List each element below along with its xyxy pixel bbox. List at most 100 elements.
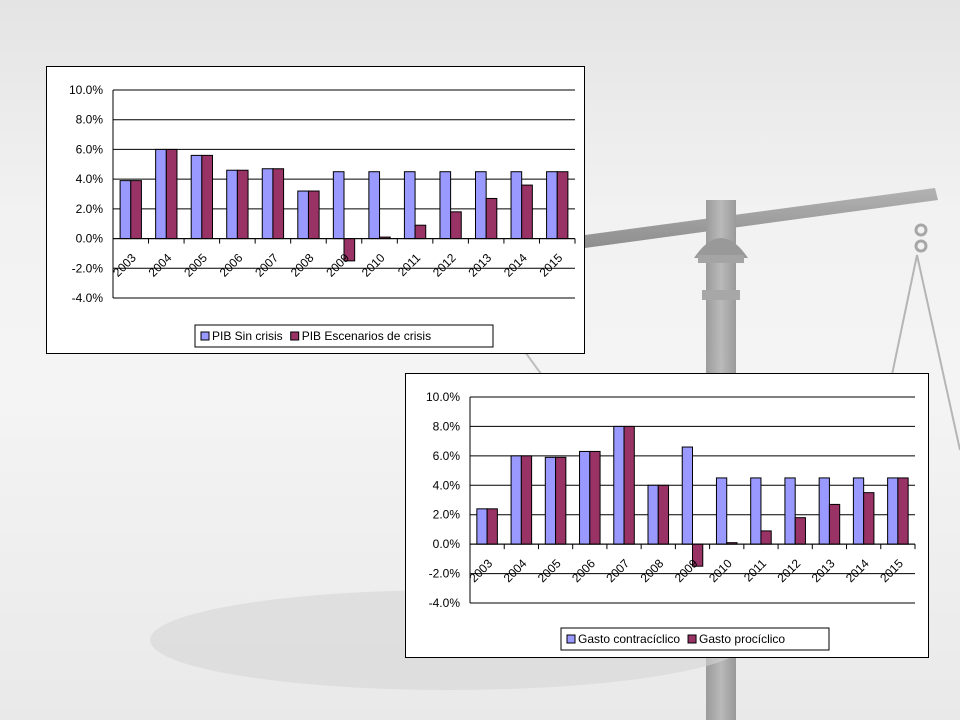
bar-series1-2015 bbox=[887, 477, 899, 545]
bar-series1-2010 bbox=[368, 171, 381, 240]
bar-series1-2008 bbox=[647, 484, 659, 545]
x-tick-label: 2011 bbox=[741, 556, 769, 584]
bar-series2-2011 bbox=[760, 530, 772, 545]
bar-series1-2005 bbox=[190, 154, 203, 240]
x-tick-label: 2003 bbox=[110, 251, 139, 280]
y-tick-label: 0.0% bbox=[433, 537, 461, 551]
x-tick-label: 2003 bbox=[466, 556, 495, 585]
y-tick-label: 4.0% bbox=[433, 478, 461, 492]
x-tick-label: 2005 bbox=[535, 556, 564, 585]
bar-series1-2006 bbox=[226, 169, 238, 240]
y-tick-label: -4.0% bbox=[72, 291, 104, 305]
bar-series2-2008 bbox=[657, 484, 670, 545]
x-tick-label: 2007 bbox=[252, 251, 281, 280]
bar-series1-2003 bbox=[476, 508, 488, 545]
bar-series1-2014 bbox=[852, 477, 865, 545]
bar-series2-2014 bbox=[863, 492, 875, 545]
bar-series1-2013 bbox=[818, 477, 830, 545]
x-tick-label: 2014 bbox=[843, 556, 872, 585]
x-tick-label: 2006 bbox=[569, 556, 598, 585]
bar-series1-2009 bbox=[332, 171, 345, 240]
bar-series1-2007 bbox=[261, 168, 274, 240]
legend-label: Gasto procíclico bbox=[699, 632, 785, 646]
bar-series2-2005 bbox=[555, 456, 567, 545]
bar-series1-2010 bbox=[715, 477, 728, 545]
bar-series1-2013 bbox=[474, 171, 487, 240]
legend-label: Gasto contracíclico bbox=[578, 632, 680, 646]
bar-series2-2012 bbox=[794, 517, 806, 545]
bar-series2-2005 bbox=[201, 154, 214, 240]
y-tick-label: 10.0% bbox=[426, 390, 460, 404]
x-tick-label: 2007 bbox=[603, 556, 632, 585]
legend-swatch bbox=[290, 331, 300, 341]
y-tick-label: -4.0% bbox=[429, 596, 461, 610]
x-tick-label: 2013 bbox=[809, 556, 838, 585]
legend-swatch bbox=[200, 331, 210, 341]
x-tick-label: 2012 bbox=[775, 556, 804, 585]
bar-series2-2015 bbox=[897, 477, 909, 545]
chart-gasto-svg: 10.0%8.0%6.0%4.0%2.0%0.0%-2.0%-4.0%2003 2… bbox=[426, 390, 916, 651]
y-tick-label: 4.0% bbox=[76, 172, 104, 186]
x-tick-label: 2014 bbox=[501, 251, 530, 280]
bar-series2-2007 bbox=[272, 168, 285, 240]
y-tick-label: -2.0% bbox=[72, 261, 104, 275]
y-tick-label: 8.0% bbox=[433, 419, 461, 433]
chart-pib-svg: 10.0%8.0%6.0%4.0%2.0%0.0%-2.0%-4.0%2003 2… bbox=[69, 83, 576, 348]
x-tick-label: 2010 bbox=[706, 556, 735, 585]
bar-series2-2013 bbox=[485, 197, 498, 240]
bar-series1-2004 bbox=[155, 148, 167, 240]
x-tick-label: 2012 bbox=[430, 251, 459, 280]
y-tick-label: 10.0% bbox=[69, 83, 103, 97]
bar-series1-2012 bbox=[439, 171, 452, 240]
bar-series2-2015 bbox=[556, 171, 569, 240]
bar-series1-2015 bbox=[546, 171, 558, 240]
bar-series2-2003 bbox=[130, 180, 142, 240]
bar-series2-2006 bbox=[589, 450, 601, 545]
bar-series2-2014 bbox=[521, 184, 533, 240]
bar-series1-2004 bbox=[510, 455, 522, 545]
y-tick-label: 2.0% bbox=[433, 508, 461, 522]
x-tick-label: 2006 bbox=[217, 251, 246, 280]
x-tick-label: 2008 bbox=[638, 556, 667, 585]
x-tick-label: 2010 bbox=[359, 251, 388, 280]
bar-series2-2004 bbox=[165, 148, 178, 240]
legend-box bbox=[194, 324, 494, 348]
bar-series1-2014 bbox=[510, 171, 523, 240]
x-tick-label: 2015 bbox=[537, 251, 566, 280]
bar-series1-2006 bbox=[579, 450, 591, 545]
x-tick-label: 2004 bbox=[501, 556, 530, 585]
bar-series2-2012 bbox=[450, 211, 462, 240]
x-tick-label: 2004 bbox=[146, 251, 175, 280]
y-tick-label: 2.0% bbox=[76, 202, 104, 216]
x-tick-label: 2015 bbox=[877, 556, 906, 585]
x-tick-label: 2005 bbox=[181, 251, 210, 280]
bar-series1-2008 bbox=[297, 190, 309, 240]
bar-series2-2007 bbox=[623, 425, 635, 545]
bar-series1-2011 bbox=[750, 477, 762, 545]
legend-label: PIB Escenarios de crisis bbox=[302, 329, 431, 343]
bar-series2-2013 bbox=[828, 503, 841, 545]
legend-swatch bbox=[566, 634, 576, 644]
bar-series1-2012 bbox=[784, 477, 796, 545]
y-tick-label: 6.0% bbox=[76, 142, 104, 156]
y-tick-label: -2.0% bbox=[429, 567, 461, 581]
y-tick-label: 0.0% bbox=[76, 232, 104, 246]
bar-series2-2004 bbox=[520, 455, 533, 545]
bar-series1-2007 bbox=[613, 425, 625, 545]
bar-series2-2006 bbox=[236, 169, 249, 240]
bar-series1-2005 bbox=[544, 456, 557, 545]
bar-series1-2003 bbox=[119, 180, 132, 240]
bar-series2-2003 bbox=[486, 508, 498, 545]
bar-series1-2011 bbox=[403, 171, 416, 240]
bar-series2-2011 bbox=[414, 224, 427, 240]
chart-gasto: 10.0% 8.0% 6.0% 4.0% 2.0% 0.0% -2.0% -4.0% 2003 2… bbox=[405, 373, 929, 658]
x-tick-label: 2013 bbox=[465, 251, 494, 280]
chart-pib: 10.0% 8.0% 6.0% 4.0% 2.0% 0.0% -2.0% -4.0% 2003 2… bbox=[46, 66, 585, 354]
legend-label: PIB Sin crisis bbox=[212, 329, 283, 343]
x-tick-label: 2011 bbox=[395, 251, 423, 279]
legend-swatch bbox=[687, 634, 697, 644]
y-tick-label: 6.0% bbox=[433, 449, 461, 463]
legend: Gasto contracíclico Gasto procíclico bbox=[560, 627, 830, 651]
bar-series2-2008 bbox=[307, 190, 320, 240]
legend: PIB Sin crisis PIB Escenarios de crisis bbox=[194, 324, 494, 348]
